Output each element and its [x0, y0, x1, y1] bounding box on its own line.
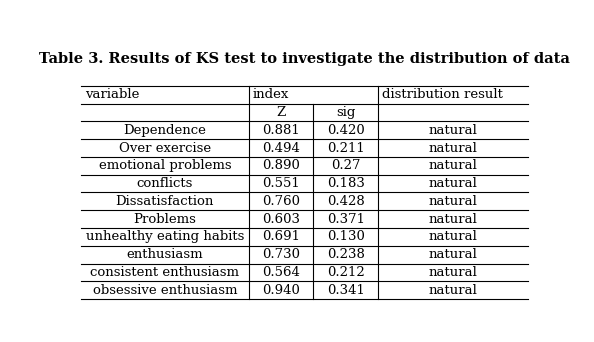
Text: 0.760: 0.760	[262, 195, 300, 208]
Text: sig: sig	[336, 106, 355, 119]
Text: Table 3. Results of KS test to investigate the distribution of data: Table 3. Results of KS test to investiga…	[39, 52, 570, 66]
Text: 0.551: 0.551	[262, 177, 300, 190]
Text: 0.371: 0.371	[327, 213, 365, 226]
Text: natural: natural	[428, 213, 478, 226]
Text: natural: natural	[428, 248, 478, 261]
Text: Over exercise: Over exercise	[119, 142, 211, 155]
Text: natural: natural	[428, 231, 478, 244]
Text: 0.428: 0.428	[327, 195, 365, 208]
Text: natural: natural	[428, 195, 478, 208]
Text: Problems: Problems	[134, 213, 197, 226]
Text: emotional problems: emotional problems	[99, 159, 231, 172]
Text: 0.130: 0.130	[327, 231, 365, 244]
Text: 0.211: 0.211	[327, 142, 365, 155]
Text: 0.940: 0.940	[262, 284, 300, 297]
Text: 0.881: 0.881	[262, 124, 300, 137]
Text: natural: natural	[428, 142, 478, 155]
Text: 0.238: 0.238	[327, 248, 365, 261]
Text: distribution result: distribution result	[382, 88, 503, 101]
Text: natural: natural	[428, 284, 478, 297]
Text: 0.494: 0.494	[262, 142, 300, 155]
Text: 0.730: 0.730	[262, 248, 300, 261]
Text: natural: natural	[428, 159, 478, 172]
Text: 0.212: 0.212	[327, 266, 365, 279]
Text: index: index	[252, 88, 289, 101]
Text: Dissatisfaction: Dissatisfaction	[116, 195, 214, 208]
Text: 0.603: 0.603	[262, 213, 300, 226]
Text: 0.27: 0.27	[331, 159, 361, 172]
Text: 0.420: 0.420	[327, 124, 365, 137]
Text: 0.183: 0.183	[327, 177, 365, 190]
Text: natural: natural	[428, 177, 478, 190]
Text: enthusiasm: enthusiasm	[127, 248, 203, 261]
Text: 0.691: 0.691	[262, 231, 300, 244]
Text: Z: Z	[276, 106, 286, 119]
Text: 0.564: 0.564	[262, 266, 300, 279]
Text: 0.341: 0.341	[327, 284, 365, 297]
Text: variable: variable	[85, 88, 139, 101]
Text: Dependence: Dependence	[124, 124, 206, 137]
Text: obsessive enthusiasm: obsessive enthusiasm	[93, 284, 237, 297]
Text: conflicts: conflicts	[137, 177, 193, 190]
Text: 0.890: 0.890	[262, 159, 300, 172]
Text: unhealthy eating habits: unhealthy eating habits	[86, 231, 244, 244]
Text: natural: natural	[428, 266, 478, 279]
Text: natural: natural	[428, 124, 478, 137]
Text: consistent enthusiasm: consistent enthusiasm	[90, 266, 239, 279]
